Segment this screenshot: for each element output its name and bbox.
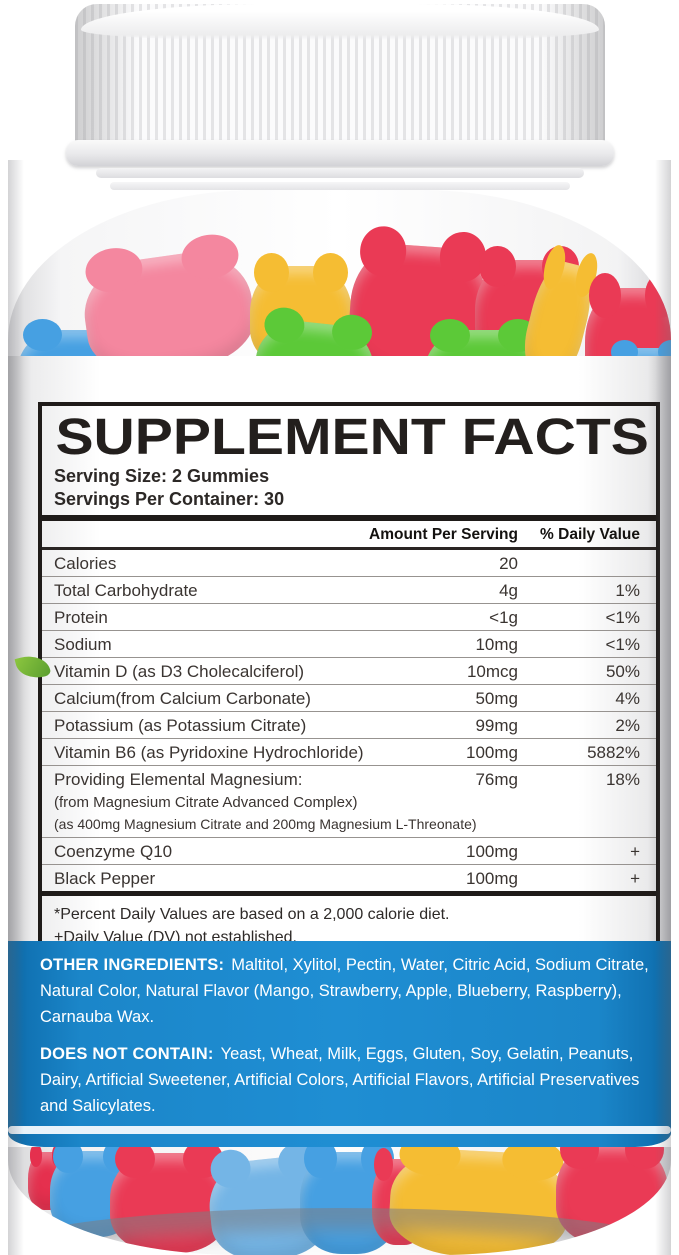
header-spacer xyxy=(54,526,328,544)
nutrient-name: Providing Elemental Magnesium: xyxy=(54,770,303,789)
nutrient-amount: 76mg xyxy=(475,770,518,789)
bottle-cap xyxy=(75,4,605,156)
nutrient-name: Sodium xyxy=(54,635,112,654)
nutrient-row: Protein <1g <1% xyxy=(42,604,656,631)
gummies-bottom xyxy=(8,1147,671,1255)
cap-dome xyxy=(81,4,599,40)
nutrient-name: Protein xyxy=(54,608,108,627)
gummy-bear-blue xyxy=(608,339,671,356)
nutrient-row: Vitamin D (as D3 Cholecalciferol) 10mcg … xyxy=(42,658,656,685)
divider-thick xyxy=(42,891,656,896)
bottle-neck-ring xyxy=(110,182,570,190)
gummy-bear-green xyxy=(425,318,543,356)
header-amount: Amount Per Serving xyxy=(369,526,518,543)
cap-flange xyxy=(66,140,614,166)
label-white-band: SUPPLEMENT FACTS Serving Size: 2 Gummies… xyxy=(8,356,671,961)
does-not-contain: DOES NOT CONTAIN: Yeast, Wheat, Milk, Egg… xyxy=(8,1030,671,1119)
nutrient-dv: 1% xyxy=(615,581,640,600)
nutrient-name: Total Carbohydrate xyxy=(54,581,198,600)
nutrient-dv: 18% xyxy=(605,770,640,789)
serving-size: Serving Size: 2 Gummies xyxy=(54,466,270,486)
nutrient-amount: 10mcg xyxy=(466,662,518,681)
nutrient-row: Potassium (as Potassium Citrate) 99mg 2% xyxy=(42,712,656,739)
nutrient-name: Calcium(from Calcium Carbonate) xyxy=(54,689,311,708)
nutrient-row: Calcium(from Calcium Carbonate) 50mg 4% xyxy=(42,685,656,712)
gummy-bear-green xyxy=(250,317,378,356)
footnote-daily-values: *Percent Daily Values are based on a 2,0… xyxy=(54,906,450,923)
other-ingredients: OTHER INGREDIENTS: Maltitol, Xylitol, Pec… xyxy=(8,941,671,1030)
nutrient-dv: 50% xyxy=(605,662,640,681)
nutrient-amount: 4g xyxy=(499,581,518,600)
other-ingredients-text: Maltitol, Xylitol, Pectin, Water, Citric… xyxy=(40,956,649,1026)
nutrient-dv: 4% xyxy=(615,689,640,708)
label-white-stripe xyxy=(8,1126,671,1134)
nutrient-row: Vitamin B6 (as Pyridoxine Hydrochloride)… xyxy=(42,739,656,766)
does-not-contain-text: Yeast, Wheat, Milk, Eggs, Gluten, Soy, G… xyxy=(40,1045,640,1115)
gummies-top xyxy=(8,190,671,356)
nutrient-row: Black Pepper 100mg + xyxy=(42,865,656,891)
nutrient-amount: 50mg xyxy=(475,689,518,708)
servings-per-container: Servings Per Container: 30 xyxy=(54,489,285,509)
nutrient-row: Sodium 10mg <1% xyxy=(42,631,656,658)
nutrient-dv: + xyxy=(630,842,640,861)
label-blue-band: OTHER INGREDIENTS: Maltitol, Xylitol, Pec… xyxy=(8,941,671,1147)
nutrient-name: Black Pepper xyxy=(54,869,156,888)
nutrient-amount: 100mg xyxy=(466,743,518,762)
gummy-bear-pink xyxy=(77,244,261,356)
nutrient-amount: 99mg xyxy=(475,716,518,735)
nutrient-row: Coenzyme Q10 100mg + xyxy=(42,838,656,865)
other-ingredients-label: OTHER INGREDIENTS: xyxy=(40,956,225,974)
nutrient-amount: 100mg xyxy=(466,842,518,861)
nutrient-amount: 10mg xyxy=(475,635,518,654)
gummy-bear-red xyxy=(556,1147,668,1245)
panel-title: SUPPLEMENT FACTS xyxy=(55,408,649,465)
nutrient-dv: <1% xyxy=(605,608,641,627)
nutrient-amount: <1g xyxy=(489,608,518,627)
nutrient-name: Calories xyxy=(54,554,117,573)
nutrient-subnote: (from Magnesium Citrate Advanced Complex… xyxy=(54,794,358,811)
nutrient-dv: 2% xyxy=(615,716,640,735)
nutrient-subnote: (as 400mg Magnesium Citrate and 200mg Ma… xyxy=(42,813,656,838)
does-not-contain-label: DOES NOT CONTAIN: xyxy=(40,1045,214,1063)
nutrient-name: Coenzyme Q10 xyxy=(54,842,173,861)
nutrient-dv: 5882% xyxy=(587,743,640,762)
nutrient-name: Potassium (as Potassium Citrate) xyxy=(54,716,307,735)
table-header: Amount Per Serving % Daily Value xyxy=(42,521,656,547)
nutrient-row: Calories 20 xyxy=(42,550,656,577)
nutrient-row: Total Carbohydrate 4g 1% xyxy=(42,577,656,604)
nutrient-amount: 100mg xyxy=(466,869,518,888)
nutrient-dv: <1% xyxy=(605,635,641,654)
divider-medium xyxy=(42,547,656,550)
nutrient-dv: + xyxy=(630,869,640,888)
header-dv: % Daily Value xyxy=(540,526,640,543)
nutrient-row: Providing Elemental Magnesium: 76mg 18% xyxy=(42,766,656,792)
nutrient-name: Vitamin B6 (as Pyridoxine Hydrochloride) xyxy=(54,743,364,762)
divider-thick xyxy=(42,515,656,521)
nutrient-amount: 20 xyxy=(499,554,518,573)
supplement-facts-panel: SUPPLEMENT FACTS Serving Size: 2 Gummies… xyxy=(38,402,660,961)
bottle-neck-ring xyxy=(96,168,584,178)
nutrient-name: Vitamin D (as D3 Cholecalciferol) xyxy=(54,662,305,681)
